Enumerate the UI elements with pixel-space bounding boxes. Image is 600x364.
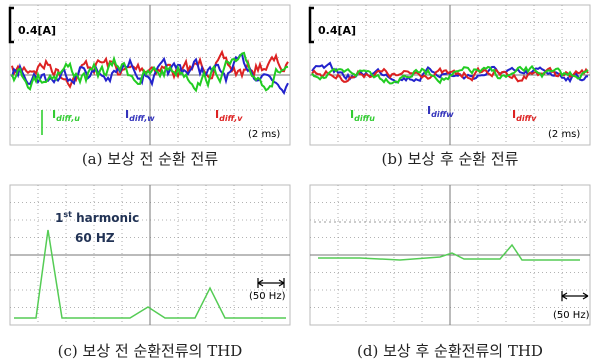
caption: (a) 보상 전 순환 전류 bbox=[82, 150, 219, 168]
caption: (b) 보상 후 순환 전류 bbox=[382, 150, 519, 168]
frequency-scale: (50 Hz) bbox=[249, 291, 286, 302]
panel-b: 0.4[A] Idiffu Idiffw Idiffv (2 ms) (b) 보… bbox=[310, 5, 590, 168]
panel-a: 0.4[A] Idiff,u Idiff,w Idiff,v (2 ms) (a… bbox=[10, 5, 290, 168]
scale-label: 0.4[A] bbox=[318, 24, 356, 37]
caption: (d) 보상 후 순환전류의 THD bbox=[357, 342, 543, 360]
panel-d: (50 Hz) (d) 보상 후 순환전류의 THD bbox=[310, 185, 590, 360]
caption: (c) 보상 전 순환전류의 THD bbox=[58, 342, 243, 360]
figure: 0.4[A] Idiff,u Idiff,w Idiff,v (2 ms) (a… bbox=[0, 0, 600, 364]
time-scale: (2 ms) bbox=[548, 129, 580, 140]
scale-label: 0.4[A] bbox=[18, 24, 56, 37]
frequency-scale: (50 Hz) bbox=[553, 310, 590, 321]
harmonic-frequency: 60 HZ bbox=[75, 231, 115, 245]
panel-c: 1st harmonic 60 HZ (50 Hz) (c) 보상 전 순환전류… bbox=[10, 185, 290, 360]
time-scale: (2 ms) bbox=[248, 129, 280, 140]
